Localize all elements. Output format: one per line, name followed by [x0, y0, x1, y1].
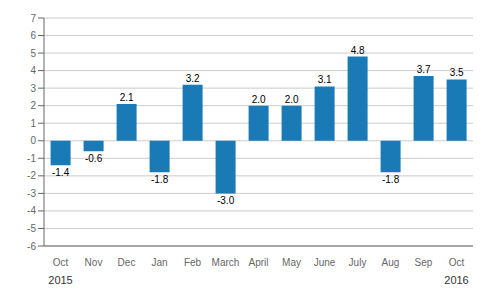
svg-text:3: 3 [30, 83, 36, 94]
svg-text:Feb: Feb [184, 257, 202, 268]
svg-text:3.7: 3.7 [417, 64, 431, 75]
svg-text:Dec: Dec [118, 257, 136, 268]
svg-text:-1.4: -1.4 [52, 167, 70, 178]
svg-text:6: 6 [30, 30, 36, 41]
svg-text:May: May [282, 257, 301, 268]
svg-text:April: April [248, 257, 268, 268]
svg-text:2015: 2015 [48, 274, 72, 286]
svg-text:Oct: Oct [449, 257, 465, 268]
svg-text:-1.8: -1.8 [151, 174, 169, 185]
svg-text:3.5: 3.5 [450, 67, 464, 78]
svg-text:Jan: Jan [151, 257, 167, 268]
svg-text:4: 4 [30, 65, 36, 76]
svg-text:Oct: Oct [53, 257, 69, 268]
svg-text:2.1: 2.1 [120, 92, 134, 103]
svg-text:-5: -5 [27, 223, 36, 234]
svg-text:3.2: 3.2 [186, 73, 200, 84]
svg-text:June: June [314, 257, 336, 268]
svg-text:2.0: 2.0 [285, 94, 299, 105]
svg-text:-1.8: -1.8 [382, 174, 400, 185]
svg-text:3.1: 3.1 [318, 74, 332, 85]
svg-text:4.8: 4.8 [351, 45, 365, 56]
svg-text:-3.0: -3.0 [217, 195, 235, 206]
svg-text:-2: -2 [27, 170, 36, 181]
svg-text:2016: 2016 [444, 274, 468, 286]
svg-text:Nov: Nov [85, 257, 103, 268]
svg-text:-3: -3 [27, 188, 36, 199]
svg-text:2.0: 2.0 [252, 94, 266, 105]
svg-text:0: 0 [30, 135, 36, 146]
svg-text:Sep: Sep [415, 257, 433, 268]
svg-text:-1: -1 [27, 153, 36, 164]
svg-text:July: July [349, 257, 367, 268]
svg-text:7: 7 [30, 13, 36, 24]
svg-text:-6: -6 [27, 241, 36, 252]
svg-text:-0.6: -0.6 [85, 153, 103, 164]
svg-text:1: 1 [30, 118, 36, 129]
svg-text:-4: -4 [27, 205, 36, 216]
svg-text:2: 2 [30, 100, 36, 111]
svg-text:March: March [212, 257, 240, 268]
svg-text:Aug: Aug [382, 257, 400, 268]
svg-text:5: 5 [30, 48, 36, 59]
